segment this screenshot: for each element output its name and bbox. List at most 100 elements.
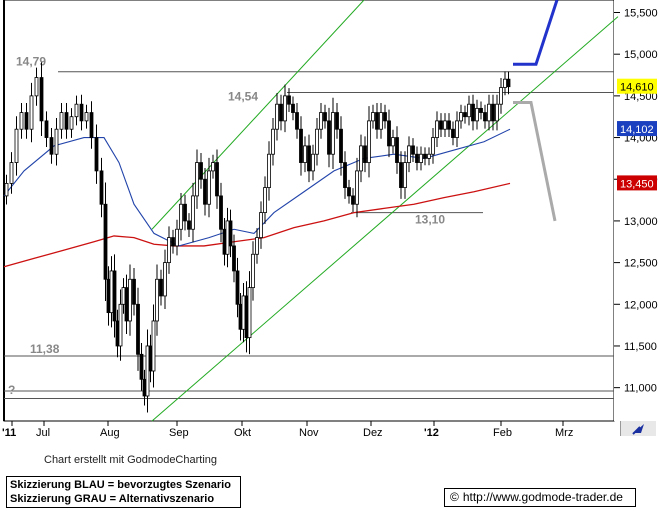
candle-body: [145, 345, 150, 397]
scenario-legend: Skizzierung BLAU = bevorzugtes Szenario …: [6, 476, 241, 508]
candle-body: [44, 120, 49, 138]
level-label: 13,10: [415, 213, 445, 227]
source-url: http://www.godmode-trader.de: [462, 490, 623, 504]
candle-body: [291, 103, 295, 113]
candle-body: [59, 112, 64, 130]
x-tick-label: Jul: [36, 427, 50, 439]
candle-body: [132, 278, 136, 305]
candle-body: [503, 78, 507, 88]
candle-body: [106, 278, 111, 314]
candle-body: [295, 112, 299, 130]
x-tick-label: Mrz: [555, 427, 573, 439]
candle-body: [423, 153, 427, 159]
x-tick-label: Okt: [234, 427, 251, 439]
candle-body: [419, 153, 423, 163]
candle-body: [175, 228, 179, 247]
candle-body: [118, 303, 123, 347]
candle-body: [331, 112, 335, 155]
candle-body: [431, 137, 435, 155]
price-tag: 13,450: [617, 175, 657, 191]
level-label: 14,54: [228, 90, 258, 104]
candle-body: [255, 237, 259, 255]
candle-body: [371, 112, 375, 122]
candle-body: [399, 162, 403, 188]
candle-body: [247, 287, 252, 339]
candle-body: [225, 220, 230, 255]
horizontal-levels: 14,79 14,54 13,10 11,38?: [4, 55, 614, 399]
candle-body: [499, 87, 503, 105]
candle-body: [9, 162, 14, 184]
candle-body: [241, 295, 246, 330]
candle-body: [183, 203, 187, 222]
candle-body: [355, 170, 359, 205]
x-tick-label: Feb: [493, 427, 512, 439]
candle-body: [103, 203, 108, 280]
candle-body: [167, 237, 171, 264]
candles: [4, 62, 511, 413]
candle-body: [439, 120, 443, 130]
y-tick-label: 11,500: [624, 341, 657, 353]
x-axis: '11 Jul Aug Sep Okt Nov Dez '12 Feb Mrz: [2, 420, 614, 439]
y-tick-label: 12,000: [624, 299, 658, 311]
price-tag-label: 13,450: [620, 178, 654, 190]
candle-body: [299, 128, 303, 163]
candle-body: [323, 112, 327, 122]
candle-body: [387, 120, 391, 147]
candle-body: [447, 120, 451, 130]
scenario-blue-path: [513, 0, 559, 66]
candle-body: [411, 145, 415, 155]
y-tick-label: 11,000: [624, 383, 657, 395]
candle-body: [54, 128, 59, 155]
candle-body: [359, 145, 363, 172]
candle-body: [215, 162, 219, 197]
candle-body: [335, 112, 339, 130]
scenario-grey-path: [513, 101, 557, 222]
x-tick-label: Nov: [299, 427, 319, 439]
candle-body: [251, 253, 255, 289]
source-link[interactable]: © http://www.godmode-trader.de: [444, 488, 636, 507]
candle-body: [339, 128, 343, 163]
candle-body: [203, 178, 207, 205]
candle-body: [228, 220, 233, 247]
candle-body: [415, 153, 419, 163]
candle-body: [307, 145, 311, 172]
candle-body: [219, 195, 223, 230]
candle-body: [459, 112, 463, 122]
candle-body: [395, 137, 399, 163]
candle-body: [383, 112, 387, 122]
candle-body: [148, 345, 153, 372]
candle-body: [171, 237, 175, 247]
candle-body: [211, 162, 215, 172]
level-label: ?: [8, 383, 15, 397]
candle-body: [99, 170, 104, 205]
candle-body: [451, 128, 455, 138]
candle-body: [109, 270, 114, 314]
candle-body: [39, 77, 44, 122]
candle-body: [427, 153, 431, 159]
candle-body: [222, 228, 227, 255]
candle-body: [327, 120, 331, 155]
candle-body: [94, 137, 99, 172]
candle-body: [271, 128, 275, 155]
candle-body: [463, 112, 467, 118]
chart-nav-button[interactable]: [620, 421, 656, 436]
candle-body: [142, 378, 147, 397]
trend-line: [151, 0, 365, 230]
price-tag: 14,610: [617, 78, 657, 94]
candle-body: [435, 120, 439, 138]
candle-body: [84, 112, 89, 122]
candle-body: [235, 270, 240, 305]
candle-body: [367, 120, 371, 163]
price-tag-label: 14,102: [620, 124, 654, 136]
candle-body: [49, 137, 54, 155]
candle-body: [407, 145, 411, 163]
candle-body: [379, 112, 383, 130]
candle-body: [455, 120, 459, 138]
candle-body: [347, 187, 351, 197]
candle-body: [287, 95, 291, 105]
candle-body: [391, 137, 395, 147]
trend-line: [151, 16, 619, 422]
price-tag-label: 14,610: [620, 82, 654, 94]
level-label: 11,38: [30, 342, 60, 356]
legend-grey-scenario: Skizzierung GRAU = Alternativszenario: [10, 493, 215, 505]
